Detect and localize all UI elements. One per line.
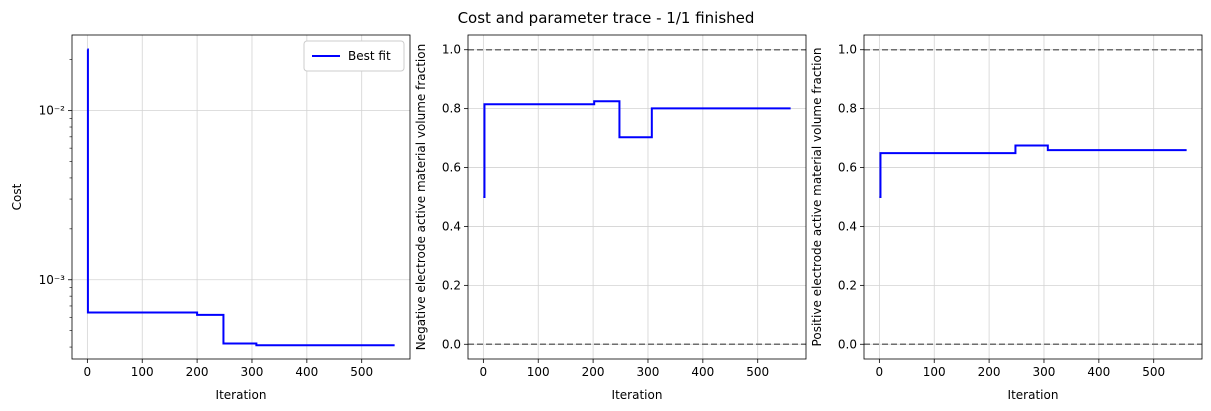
y-tick-label: 0.8: [838, 102, 857, 116]
y-tick-label: 10⁻²: [39, 104, 66, 118]
y-axis-label: Cost: [10, 183, 24, 210]
legend: Best fit: [303, 40, 405, 72]
y-tick-label: 0.4: [838, 219, 857, 233]
x-tick-label: 400: [1087, 365, 1110, 379]
chart-2: 0 100 200 300 400 500 0.0 0.2 0.4 0.6 0.8 1.0 Iterat…: [414, 34, 807, 402]
y-tick-label: 1.0: [838, 43, 857, 57]
x-tick-label: 300: [637, 365, 660, 379]
x-axis-label: Iteration: [216, 388, 267, 402]
legend-box: [303, 40, 405, 72]
x-axis-label: Iteration: [612, 388, 663, 402]
y-tick-label: 0.0: [838, 337, 857, 351]
series-line: [879, 144, 1187, 198]
y-tick-label: 0.4: [442, 219, 461, 233]
x-tick-label: 100: [527, 365, 550, 379]
x-axis-label: Iteration: [1008, 388, 1059, 402]
axes-frame: [467, 34, 807, 360]
x-tick-label: 100: [131, 365, 154, 379]
x-tick-label: 300: [241, 365, 264, 379]
chart-1: 0 100 200 300 400 500 10⁻³ 10⁻² Iteration Cost Bes…: [10, 34, 411, 402]
axes-frame: [71, 34, 411, 360]
x-tick-label: 200: [186, 365, 209, 379]
y-tick-label: 0.2: [442, 278, 461, 292]
y-tick-label: 0.6: [442, 161, 461, 175]
x-tick-label: 500: [1142, 365, 1165, 379]
x-tick-label: 500: [746, 365, 769, 379]
x-tick-label: 0: [84, 365, 92, 379]
series-line: [86, 48, 395, 347]
x-tick-label: 200: [978, 365, 1001, 379]
y-tick-label: 0.6: [838, 161, 857, 175]
chart-3: 0 100 200 300 400 500 0.0 0.2 0.4 0.6 0.8 1.0 Iterat…: [810, 34, 1203, 402]
series-line: [483, 100, 791, 198]
x-tick-label: 400: [295, 365, 318, 379]
x-tick-label: 400: [691, 365, 714, 379]
x-tick-label: 500: [350, 365, 373, 379]
x-tick-label: 200: [582, 365, 605, 379]
legend-label: Best fit: [348, 49, 391, 63]
x-tick-label: 300: [1033, 365, 1056, 379]
axes-frame: [863, 34, 1203, 360]
y-tick-label: 0.2: [838, 278, 857, 292]
y-tick-label: 0.0: [442, 337, 461, 351]
y-tick-label: 0.8: [442, 102, 461, 116]
y-axis-label: Negative electrode active material volum…: [414, 44, 428, 350]
y-tick-label: 1.0: [442, 43, 461, 57]
y-tick-label: 10⁻³: [39, 273, 66, 287]
x-tick-label: 100: [923, 365, 946, 379]
y-axis-label: Positive electrode active material volum…: [810, 48, 824, 347]
x-tick-label: 0: [876, 365, 884, 379]
figure-title: Cost and parameter trace - 1/1 finished: [458, 9, 755, 27]
x-tick-label: 0: [480, 365, 488, 379]
